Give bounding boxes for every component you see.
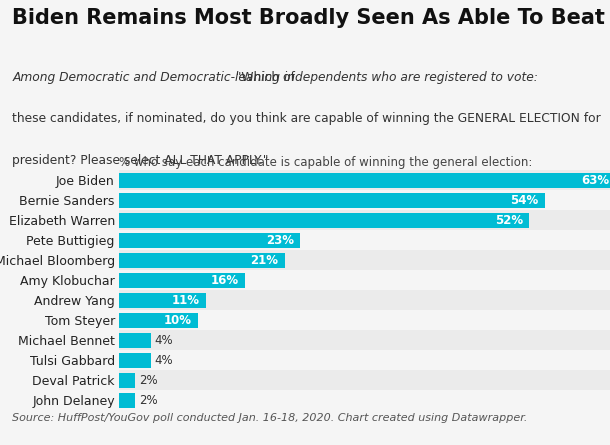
Text: Biden Remains Most Broadly Seen As Able To Beat Trump: Biden Remains Most Broadly Seen As Able … xyxy=(12,8,610,28)
Bar xyxy=(119,190,610,210)
Text: 2%: 2% xyxy=(138,373,157,387)
Text: "Which of: "Which of xyxy=(232,71,295,84)
Bar xyxy=(119,310,610,330)
Text: 4%: 4% xyxy=(154,354,173,367)
Bar xyxy=(119,230,610,250)
Text: president? Please select ALL THAT APPLY.": president? Please select ALL THAT APPLY.… xyxy=(12,154,268,166)
Bar xyxy=(119,332,151,348)
Text: 16%: 16% xyxy=(210,274,239,287)
Bar xyxy=(119,253,285,267)
Bar xyxy=(119,270,610,290)
Bar xyxy=(119,210,610,230)
Bar xyxy=(119,173,610,188)
Bar xyxy=(119,213,529,228)
Bar xyxy=(119,193,545,208)
Text: 23%: 23% xyxy=(266,234,294,247)
Bar xyxy=(119,370,610,390)
Bar xyxy=(119,290,610,310)
Bar xyxy=(119,293,206,307)
Bar xyxy=(119,372,135,388)
Bar xyxy=(119,250,610,270)
Text: 10%: 10% xyxy=(163,314,192,327)
Bar xyxy=(119,392,135,408)
Text: 52%: 52% xyxy=(495,214,523,227)
Text: these candidates, if nominated, do you think are capable of winning the GENERAL : these candidates, if nominated, do you t… xyxy=(12,112,601,125)
Bar xyxy=(119,233,300,247)
Bar xyxy=(119,390,610,410)
Text: % who say each candidate is capable of winning the general election:: % who say each candidate is capable of w… xyxy=(119,156,533,169)
Bar xyxy=(119,170,610,190)
Text: 54%: 54% xyxy=(511,194,539,206)
Bar xyxy=(119,312,198,328)
Bar xyxy=(119,350,610,370)
Text: Among Democratic and Democratic-leaning independents who are registered to vote:: Among Democratic and Democratic-leaning … xyxy=(12,71,538,84)
Text: Source: HuffPost/YouGov poll conducted Jan. 16-18, 2020. Chart created using Dat: Source: HuffPost/YouGov poll conducted J… xyxy=(12,413,528,423)
Bar xyxy=(119,273,245,287)
Text: 11%: 11% xyxy=(171,294,199,307)
Text: 21%: 21% xyxy=(250,254,278,267)
Text: 4%: 4% xyxy=(154,334,173,347)
Bar xyxy=(119,352,151,368)
Bar xyxy=(119,330,610,350)
Text: 63%: 63% xyxy=(581,174,609,186)
Text: 2%: 2% xyxy=(138,393,157,407)
